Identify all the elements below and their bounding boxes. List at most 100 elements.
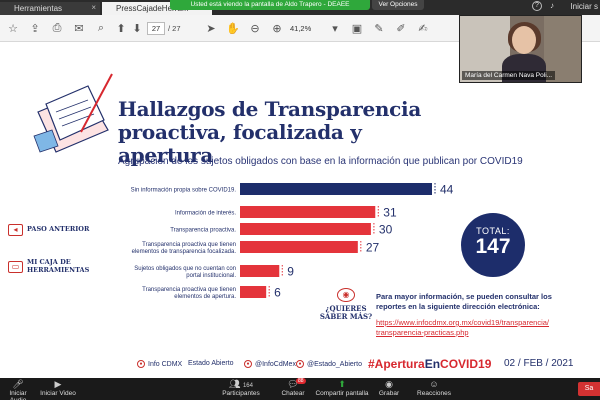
learn-more-callout: ◉ ¿Quieres saber más? <box>318 288 374 321</box>
bookmark-icon[interactable]: ☆ <box>8 23 18 35</box>
control-label: Compartir pantalla <box>315 390 369 397</box>
meeting-control-bar: 🎤︎ Iniciar Audio ▶ Iniciar Video 👥︎ 164 … <box>0 378 600 400</box>
footer-brand: ● Info CDMX <box>137 360 182 368</box>
total-label: TOTAL: <box>476 226 510 236</box>
hashtag-mid: En <box>424 357 441 371</box>
help-icon[interactable]: ? <box>532 1 542 11</box>
facebook-icon: ● <box>296 360 304 368</box>
tab-label: Herramientas <box>14 4 63 13</box>
share-screen-button[interactable]: ⬆ Compartir pantalla <box>312 379 372 397</box>
leave-button[interactable]: Sa <box>578 382 600 396</box>
control-label: Iniciar Audio <box>9 390 27 400</box>
highlight-icon[interactable]: ✐ <box>396 23 406 35</box>
toolbox-icon: ▭ <box>8 260 23 273</box>
total-value: 147 <box>475 235 511 258</box>
zoom-level[interactable]: 41,2% <box>290 24 312 33</box>
search-icon[interactable]: ⌕ <box>97 22 105 34</box>
zoom-in-icon[interactable]: ⊕ <box>272 23 282 35</box>
nav-label: Paso anterior <box>27 225 90 234</box>
chevron-down-icon[interactable]: ▾ <box>332 23 338 35</box>
twitter-icon: ● <box>244 360 252 368</box>
upload-icon[interactable]: ⇪ <box>30 23 40 35</box>
eye-icon: ◉ <box>337 288 355 302</box>
control-label: Reacciones <box>417 390 451 397</box>
footer-handle2: ● @Estado_Abierto <box>296 360 362 368</box>
brand-text: Info CDMX <box>148 360 183 368</box>
handle-text: @InfoCdMex <box>255 360 296 368</box>
control-label: Participantes <box>222 390 260 397</box>
bar-category-label: Transparencia proactiva que tienen elemen… <box>132 242 237 255</box>
hashtag-suffix: COVID19 <box>440 357 492 371</box>
bar-category-label: Sin información propia sobre COVID19. <box>131 188 237 194</box>
nav-label: Mi caja de herramientas <box>27 258 90 274</box>
header-right: ? ♪ Iniciar s <box>532 1 598 11</box>
bar-value-label: 9 <box>287 265 294 279</box>
control-label: Chatear <box>281 390 305 397</box>
chat-badge: 88 <box>296 378 306 384</box>
reactions-button[interactable]: ☺ Reacciones <box>412 379 456 397</box>
report-link[interactable]: https://www.infocdmx.org.mx/covid19/tran… <box>376 318 549 327</box>
page-number-input[interactable]: 27 <box>147 22 165 35</box>
record-button[interactable]: ◉ Grabar <box>374 379 404 397</box>
participant-video[interactable]: María del Carmen Nava Poli... <box>459 15 582 83</box>
total-badge: TOTAL: 147 <box>461 213 525 277</box>
video-icon: ▶ <box>54 379 62 389</box>
chart-bar <box>240 183 432 195</box>
participants-button[interactable]: 👥︎ 164 Participantes <box>216 379 266 397</box>
hashtag-prefix: #Apertura <box>368 357 425 371</box>
chat-button[interactable]: 💬︎ 88 Chatear <box>276 378 310 397</box>
start-video-button[interactable]: ▶ Iniciar Video <box>36 379 80 397</box>
toolbox-button[interactable]: ▭ Mi caja de herramientas <box>8 258 97 274</box>
footer-estado: Estado Abierto <box>188 360 234 367</box>
print-icon[interactable]: ⎙ <box>52 22 62 34</box>
bar-category-label: Transparencia proactiva que tienen elemen… <box>142 287 236 300</box>
handle-text: @Estado_Abierto <box>307 360 362 368</box>
zoom-out-icon[interactable]: ⊖ <box>250 23 260 35</box>
info-text: Para mayor información, se pueden consul… <box>376 292 552 311</box>
bar-value-label: 27 <box>366 241 380 255</box>
start-audio-button[interactable]: 🎤︎ Iniciar Audio <box>2 379 34 400</box>
report-link-continued[interactable]: transparencia-practicas.php <box>376 328 469 337</box>
bar-value-label: 30 <box>379 223 393 237</box>
bar-category-label: Sujetos obligados que no cuentan con port… <box>134 266 236 279</box>
sign-icon[interactable]: ✍ <box>418 23 428 35</box>
page-up-icon[interactable]: ⬆ <box>116 23 126 35</box>
mic-icon: 🎤︎ <box>12 379 24 389</box>
tab-herramientas[interactable]: Herramientas × <box>0 2 100 15</box>
email-icon[interactable]: ✉ <box>74 23 84 35</box>
tab-label: PressCajadeHerra... <box>116 4 189 13</box>
chart-bar <box>240 241 358 253</box>
previous-step-button[interactable]: ◂ Paso anterior <box>8 224 97 236</box>
info-block: Para mayor información, se pueden consul… <box>376 292 576 338</box>
select-cursor-icon[interactable]: ➤ <box>206 23 216 35</box>
view-options-button[interactable]: Ver Opciones <box>372 0 424 10</box>
control-label: Iniciar Video <box>40 390 76 397</box>
share-screen-icon: ⬆ <box>338 379 346 389</box>
fit-page-icon[interactable]: ▣ <box>351 23 363 35</box>
footer-handle1: ● @InfoCdMex <box>244 360 296 368</box>
bar-category-label: Transparencia proactiva. <box>170 228 236 234</box>
slide-subtitle: Agrupación de los sujetos obligados con … <box>118 156 523 167</box>
presentation-slide: Hallazgos de Transparencia proactiva, fo… <box>0 42 600 378</box>
record-icon: ◉ <box>385 379 393 389</box>
video-person <box>512 26 536 54</box>
comment-icon[interactable]: ✎ <box>374 23 384 35</box>
chart-bar <box>240 223 371 235</box>
participants-icon: 👥︎ 164 <box>229 379 253 389</box>
bar-chart: 44 Sin información propia sobre COVID19. 3… <box>131 183 454 301</box>
hashtag: #AperturaEnCOVID19 <box>368 357 491 371</box>
bar-category-label: Información de interés. <box>175 211 236 217</box>
bar-value-label: 6 <box>274 286 281 300</box>
participant-count: 164 <box>242 383 253 389</box>
page-down-icon[interactable]: ⬇ <box>132 23 142 35</box>
chart-bar <box>240 265 280 277</box>
screen-share-banner: Usted está viendo la pantalla de Aldo Tr… <box>170 0 370 10</box>
instagram-icon: ● <box>137 360 145 368</box>
bell-icon[interactable]: ♪ <box>550 1 554 10</box>
close-icon[interactable]: × <box>91 3 96 12</box>
hand-tool-icon[interactable]: ✋ <box>226 23 240 35</box>
bar-value-label: 31 <box>383 206 397 220</box>
slide-footer: ● Info CDMX Estado Abierto ● @InfoCdMex … <box>0 354 600 378</box>
browser-tab-bar: Herramientas × PressCajadeHerra... × Ust… <box>0 0 600 15</box>
signin-link[interactable]: Iniciar s <box>570 2 598 11</box>
